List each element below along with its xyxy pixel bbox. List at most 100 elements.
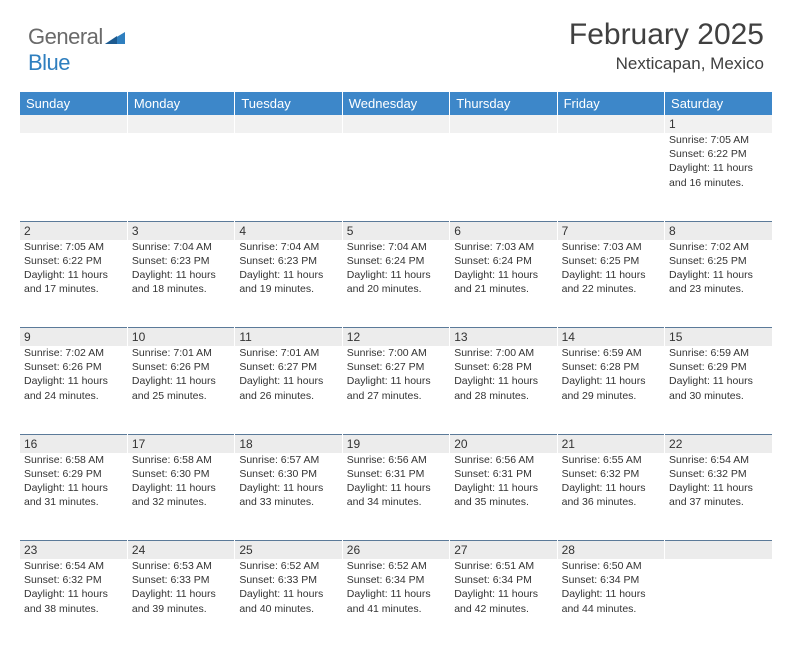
sunset-line: Sunset: 6:29 PM (24, 467, 123, 481)
day-cell (450, 133, 557, 221)
day-number-cell: 7 (557, 221, 664, 240)
header: GeneralBlue February 2025 Nexticapan, Me… (0, 0, 792, 84)
sunrise-line: Sunrise: 7:00 AM (347, 346, 445, 360)
day-cell: Sunrise: 6:59 AMSunset: 6:29 PMDaylight:… (665, 346, 772, 434)
sunset-line: Sunset: 6:26 PM (24, 360, 123, 374)
sunrise-line: Sunrise: 6:58 AM (132, 453, 230, 467)
sunrise-line: Sunrise: 7:04 AM (239, 240, 337, 254)
logo-text-blue: Blue (28, 50, 70, 75)
daylight-line: Daylight: 11 hours and 28 minutes. (454, 374, 552, 402)
day-number-cell: 22 (665, 434, 772, 453)
daylight-line: Daylight: 11 hours and 39 minutes. (132, 587, 230, 615)
sunset-line: Sunset: 6:25 PM (562, 254, 660, 268)
sunrise-line: Sunrise: 6:54 AM (669, 453, 768, 467)
daylight-line: Daylight: 11 hours and 25 minutes. (132, 374, 230, 402)
day-number-cell (342, 115, 449, 133)
sunrise-line: Sunrise: 7:00 AM (454, 346, 552, 360)
day-content-row: Sunrise: 7:05 AMSunset: 6:22 PM Daylight:… (20, 240, 772, 328)
day-number-cell (665, 541, 772, 560)
weekday-header-row: SundayMondayTuesdayWednesdayThursdayFrid… (20, 92, 772, 115)
daylight-line: Daylight: 11 hours and 18 minutes. (132, 268, 230, 296)
sunrise-line: Sunrise: 6:56 AM (347, 453, 445, 467)
sunrise-line: Sunrise: 7:05 AM (24, 240, 123, 254)
daynum-row: 2345678 (20, 221, 772, 240)
location-label: Nexticapan, Mexico (569, 54, 764, 74)
sunset-line: Sunset: 6:22 PM (669, 147, 768, 161)
sunset-line: Sunset: 6:28 PM (562, 360, 660, 374)
sunset-line: Sunset: 6:34 PM (454, 573, 552, 587)
daylight-line: Daylight: 11 hours and 16 minutes. (669, 161, 768, 189)
daylight-line: Daylight: 11 hours and 20 minutes. (347, 268, 445, 296)
daynum-row: 16171819202122 (20, 434, 772, 453)
weekday-header: Thursday (450, 92, 557, 115)
calendar-head: SundayMondayTuesdayWednesdayThursdayFrid… (20, 92, 772, 115)
sunset-line: Sunset: 6:26 PM (132, 360, 230, 374)
day-number-cell: 28 (557, 541, 664, 560)
day-cell: Sunrise: 7:02 AMSunset: 6:26 PMDaylight:… (20, 346, 127, 434)
sunrise-line: Sunrise: 6:52 AM (239, 559, 337, 573)
logo-mark-icon (105, 24, 125, 50)
sunrise-line: Sunrise: 7:02 AM (669, 240, 768, 254)
daylight-line: Daylight: 11 hours and 29 minutes. (562, 374, 660, 402)
day-number-cell: 8 (665, 221, 772, 240)
day-number-cell: 26 (342, 541, 449, 560)
day-number-cell (127, 115, 234, 133)
sunset-line: Sunset: 6:31 PM (454, 467, 552, 481)
day-cell: Sunrise: 6:54 AMSunset: 6:32 PMDaylight:… (665, 453, 772, 541)
weekday-header: Saturday (665, 92, 772, 115)
day-cell (342, 133, 449, 221)
daylight-line: Daylight: 11 hours and 37 minutes. (669, 481, 768, 509)
daylight-line: Daylight: 11 hours and 36 minutes. (562, 481, 660, 509)
sunrise-line: Sunrise: 7:03 AM (562, 240, 660, 254)
day-cell: Sunrise: 6:56 AMSunset: 6:31 PMDaylight:… (450, 453, 557, 541)
sunset-line: Sunset: 6:25 PM (669, 254, 768, 268)
day-cell: Sunrise: 7:03 AMSunset: 6:24 PMDaylight:… (450, 240, 557, 328)
day-cell: Sunrise: 7:00 AMSunset: 6:28 PMDaylight:… (450, 346, 557, 434)
weekday-header: Friday (557, 92, 664, 115)
daylight-line: Daylight: 11 hours and 31 minutes. (24, 481, 123, 509)
daylight-line: Daylight: 11 hours and 38 minutes. (24, 587, 123, 615)
sunset-line: Sunset: 6:34 PM (562, 573, 660, 587)
day-number-cell: 12 (342, 328, 449, 347)
day-content-row: Sunrise: 6:58 AMSunset: 6:29 PMDaylight:… (20, 453, 772, 541)
sunrise-line: Sunrise: 6:51 AM (454, 559, 552, 573)
sunrise-line: Sunrise: 6:53 AM (132, 559, 230, 573)
day-number-cell (557, 115, 664, 133)
daylight-line: Daylight: 11 hours and 30 minutes. (669, 374, 768, 402)
daynum-row: 1 (20, 115, 772, 133)
daylight-line: Daylight: 11 hours and 34 minutes. (347, 481, 445, 509)
day-cell: Sunrise: 7:04 AMSunset: 6:23 PMDaylight:… (127, 240, 234, 328)
day-number-cell (235, 115, 342, 133)
sunrise-line: Sunrise: 6:56 AM (454, 453, 552, 467)
weekday-header: Monday (127, 92, 234, 115)
day-cell: Sunrise: 6:52 AMSunset: 6:34 PMDaylight:… (342, 559, 449, 647)
day-number-cell: 2 (20, 221, 127, 240)
day-cell: Sunrise: 6:55 AMSunset: 6:32 PMDaylight:… (557, 453, 664, 541)
day-number-cell: 18 (235, 434, 342, 453)
sunset-line: Sunset: 6:22 PM (24, 254, 123, 268)
sunset-line: Sunset: 6:29 PM (669, 360, 768, 374)
day-number-cell: 21 (557, 434, 664, 453)
sunset-line: Sunset: 6:24 PM (347, 254, 445, 268)
daylight-line: Daylight: 11 hours and 32 minutes. (132, 481, 230, 509)
daynum-row: 232425262728 (20, 541, 772, 560)
day-content-row: Sunrise: 6:54 AMSunset: 6:32 PMDaylight:… (20, 559, 772, 647)
sunrise-line: Sunrise: 6:55 AM (562, 453, 660, 467)
day-cell: Sunrise: 6:57 AMSunset: 6:30 PMDaylight:… (235, 453, 342, 541)
sunset-line: Sunset: 6:30 PM (132, 467, 230, 481)
daylight-line: Daylight: 11 hours and 21 minutes. (454, 268, 552, 296)
day-number-cell: 13 (450, 328, 557, 347)
daylight-line: Daylight: 11 hours and 41 minutes. (347, 587, 445, 615)
day-number-cell: 9 (20, 328, 127, 347)
day-number-cell: 1 (665, 115, 772, 133)
sunset-line: Sunset: 6:33 PM (132, 573, 230, 587)
sunrise-line: Sunrise: 6:54 AM (24, 559, 123, 573)
calendar-table: SundayMondayTuesdayWednesdayThursdayFrid… (20, 92, 772, 647)
calendar-body: 1Sunrise: 7:05 AMSunset: 6:22 PMDaylight… (20, 115, 772, 647)
day-cell: Sunrise: 7:00 AMSunset: 6:27 PMDaylight:… (342, 346, 449, 434)
weekday-header: Tuesday (235, 92, 342, 115)
day-content-row: Sunrise: 7:05 AMSunset: 6:22 PMDaylight:… (20, 133, 772, 221)
daylight-line: Daylight: 11 hours and 40 minutes. (239, 587, 337, 615)
sunset-line: Sunset: 6:32 PM (669, 467, 768, 481)
sunrise-line: Sunrise: 6:50 AM (562, 559, 660, 573)
